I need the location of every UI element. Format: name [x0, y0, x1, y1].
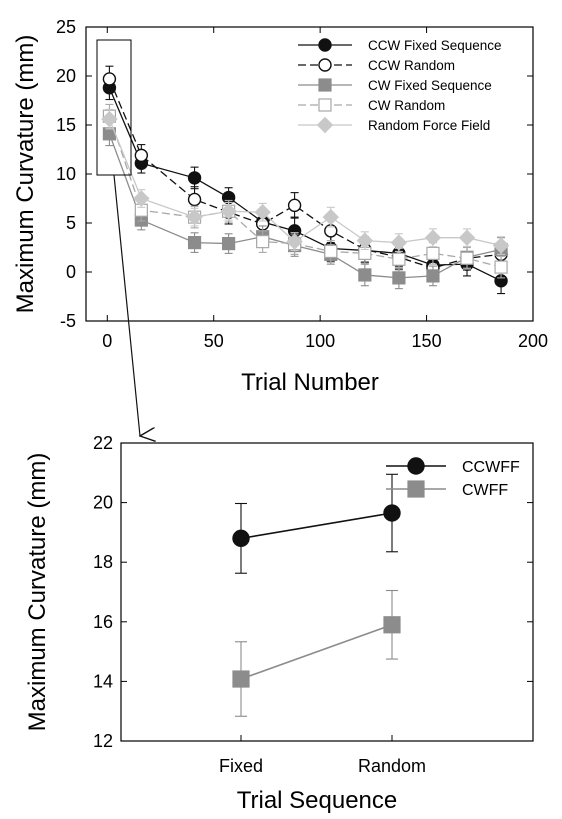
top-series-1: [102, 65, 508, 280]
top-data-point: [187, 192, 202, 207]
top-x-tick-label: 150: [412, 331, 442, 351]
top-data-point: [392, 271, 406, 285]
top-x-axis: 0 50 100 150 200: [102, 27, 548, 351]
bottom-x-axis: Fixed Random: [219, 735, 426, 776]
top-legend-label: CW Fixed Sequence: [368, 78, 492, 93]
bottom-series-0: [232, 473, 401, 574]
bottom-legend: CCWFF CWFF: [386, 457, 520, 499]
top-legend-label: CW Random: [368, 98, 445, 113]
top-data-point: [322, 208, 339, 226]
bottom-series-line: [240, 624, 393, 680]
bottom-series-1: [232, 589, 401, 717]
top-series-2: [102, 121, 508, 290]
top-data-point: [492, 237, 510, 254]
bottom-data-point: [383, 504, 401, 522]
top-data-point: [222, 236, 236, 251]
top-data-point: [134, 148, 149, 163]
top-series-0: [102, 75, 508, 295]
bottom-y-tick-label: 14: [93, 671, 113, 691]
top-data-point: [426, 246, 440, 260]
top-x-tick-label: 200: [518, 331, 548, 351]
bottom-data-point: [383, 616, 401, 634]
top-y-axis-label: Maximum Curvature (mm): [12, 35, 39, 314]
bottom-x-tick-label: Fixed: [219, 756, 263, 776]
top-data-point: [102, 72, 117, 86]
top-y-tick-label: 20: [56, 66, 76, 86]
top-series-line: [108, 118, 502, 247]
bottom-y-tick-label: 18: [93, 552, 113, 572]
bottom-y-axis: 12 14 16 18 20 22: [93, 433, 533, 751]
top-legend-marker: [318, 58, 332, 72]
top-y-tick-label: -5: [60, 311, 76, 331]
top-data-point: [324, 244, 338, 259]
top-x-tick-label: 50: [204, 331, 224, 351]
top-y-axis: -5 0 5 10 15 20 25: [56, 17, 533, 331]
top-data-point: [186, 208, 203, 226]
top-y-tick-label: 10: [56, 164, 76, 184]
top-chart: -5 0 5 10 15 20 25 0 50 100 150 200 CCW Fixed Sequ…: [12, 17, 548, 396]
bottom-x-tick-label: Random: [358, 756, 426, 776]
top-data-point: [426, 269, 440, 283]
top-data-point: [356, 232, 374, 249]
top-data-point: [286, 233, 303, 250]
top-x-axis-label: Trial Number: [241, 369, 379, 396]
top-y-tick-label: 15: [56, 115, 76, 135]
top-legend-marker: [318, 38, 332, 52]
top-x-tick-label: 100: [305, 331, 335, 351]
bottom-series-layer: [232, 473, 401, 717]
top-data-point: [254, 204, 271, 221]
top-legend-marker: [318, 98, 332, 112]
bottom-series-line: [240, 512, 393, 540]
inset-highlight-box: [96, 39, 132, 176]
bottom-y-tick-label: 22: [93, 433, 113, 453]
top-data-point: [392, 252, 406, 266]
top-legend: CCW Fixed Sequence CCW Random CW Fixed Seq…: [298, 38, 502, 134]
top-data-point: [460, 251, 474, 265]
top-x-tick-label: 0: [102, 331, 112, 351]
top-series-line: [108, 133, 502, 279]
top-legend-marker: [318, 78, 332, 92]
top-data-point: [287, 198, 302, 213]
top-data-point: [458, 229, 476, 246]
bottom-chart: 12 14 16 18 20 22 Fixed Random CCWFF CWFF Trial…: [24, 433, 534, 814]
top-data-point: [256, 235, 270, 249]
bottom-data-point: [232, 529, 250, 548]
top-series-4: [101, 108, 510, 255]
top-data-point: [187, 171, 202, 185]
bottom-legend-marker: [407, 480, 425, 498]
top-data-point: [220, 203, 237, 220]
bottom-y-axis-label: Maximum Curvature (mm): [24, 453, 51, 732]
top-data-point: [187, 236, 202, 250]
top-plot-frame: [85, 26, 534, 322]
bottom-y-tick-label: 20: [93, 493, 113, 513]
bottom-y-tick-label: 16: [93, 612, 113, 632]
bottom-legend-label: CWFF: [462, 482, 508, 499]
top-legend-label: Random Force Field: [368, 118, 490, 133]
top-data-point: [424, 229, 442, 246]
top-legend-label: CCW Random: [368, 58, 455, 73]
top-series-line: [108, 87, 502, 282]
top-legend-marker: [316, 116, 334, 134]
top-data-point: [101, 110, 118, 128]
top-data-point: [133, 190, 150, 207]
top-data-point: [358, 268, 372, 282]
bottom-legend-label: CCWFF: [462, 459, 520, 476]
top-y-tick-label: 0: [66, 262, 76, 282]
top-y-tick-label: 5: [66, 213, 76, 233]
connector-arrow: [113, 174, 140, 436]
bottom-x-axis-label: Trial Sequence: [237, 787, 398, 814]
bottom-legend-marker: [407, 457, 425, 475]
bottom-y-tick-label: 12: [93, 731, 113, 751]
top-y-tick-label: 25: [56, 17, 76, 37]
bottom-data-point: [232, 670, 250, 688]
top-data-point: [390, 234, 408, 251]
top-data-point: [494, 260, 508, 274]
top-series-layer: [101, 65, 510, 295]
top-legend-label: CCW Fixed Sequence: [368, 38, 502, 53]
top-series-line: [108, 115, 502, 268]
bottom-plot-frame: [120, 442, 534, 742]
